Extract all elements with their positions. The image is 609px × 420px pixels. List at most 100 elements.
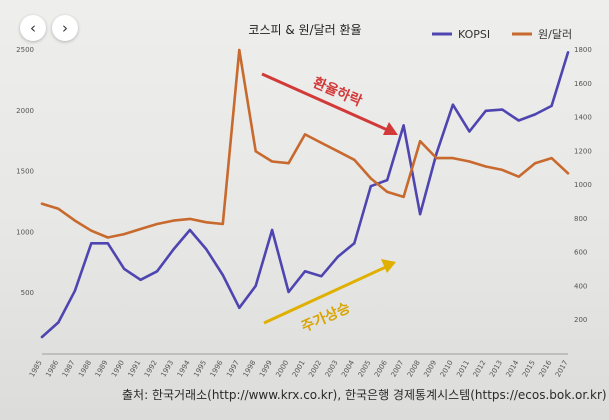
y-left-tick-label: 1000 bbox=[16, 228, 34, 236]
data-point-kopsi bbox=[188, 228, 192, 232]
x-tick-label: 1995 bbox=[192, 359, 208, 378]
y-right-tick-label: 1000 bbox=[574, 181, 592, 189]
x-tick-label: 1992 bbox=[143, 359, 159, 378]
data-point-krw bbox=[517, 175, 520, 178]
data-point-kopsi bbox=[369, 184, 372, 188]
y-right-tick-label: 1400 bbox=[574, 114, 592, 122]
data-point-krw bbox=[533, 161, 537, 165]
annotation-text-rate-decline: 환율하락 bbox=[310, 74, 364, 110]
legend-label-krw: 원/달러 bbox=[538, 28, 572, 41]
data-point-kopsi bbox=[303, 270, 307, 273]
x-tick-label: 2008 bbox=[406, 359, 422, 378]
data-point-krw bbox=[353, 158, 356, 161]
y-right-tick-label: 1200 bbox=[574, 147, 592, 155]
data-point-kopsi bbox=[435, 152, 438, 155]
data-point-krw bbox=[566, 172, 570, 175]
data-point-krw bbox=[501, 168, 504, 172]
data-point-krw bbox=[270, 160, 274, 163]
data-point-kopsi bbox=[238, 306, 241, 309]
data-point-krw bbox=[40, 202, 44, 205]
red-arrow-shaft bbox=[261, 72, 393, 134]
x-tick-label: 2014 bbox=[505, 359, 521, 379]
yellow-arrow-shaft bbox=[263, 264, 389, 325]
data-point-kopsi bbox=[385, 178, 389, 182]
data-point-krw bbox=[73, 219, 77, 222]
data-point-krw bbox=[435, 156, 438, 160]
y-right-tick-label: 200 bbox=[574, 316, 587, 324]
y-left-tick-label: 500 bbox=[21, 289, 34, 297]
x-tick-label: 2001 bbox=[291, 359, 307, 378]
x-tick-label: 2010 bbox=[439, 359, 455, 378]
data-point-kopsi bbox=[254, 284, 257, 288]
data-point-krw bbox=[451, 156, 455, 160]
x-tick-label: 1991 bbox=[127, 359, 143, 378]
prev-arrow-icon[interactable]: ‹ bbox=[20, 15, 46, 41]
data-point-krw bbox=[336, 150, 340, 153]
data-point-krw bbox=[484, 165, 488, 168]
x-tick-label: 2003 bbox=[324, 359, 340, 378]
next-arrow-icon[interactable]: › bbox=[52, 15, 78, 41]
data-point-krw bbox=[139, 227, 142, 231]
data-point-kopsi bbox=[40, 335, 44, 339]
data-point-krw bbox=[303, 133, 307, 136]
data-point-kopsi bbox=[122, 267, 126, 271]
data-point-kopsi bbox=[73, 289, 77, 292]
data-point-kopsi bbox=[320, 274, 323, 278]
y-left-tick-label: 2000 bbox=[16, 107, 34, 115]
data-point-kopsi bbox=[221, 273, 225, 277]
data-point-kopsi bbox=[418, 212, 422, 216]
data-point-krw bbox=[122, 232, 126, 236]
annotation-text-stock-rise: 주가상승 bbox=[299, 300, 353, 336]
data-point-kopsi bbox=[451, 103, 455, 106]
x-tick-label: 1988 bbox=[77, 359, 93, 378]
legend: KOPSI 원/달러 bbox=[432, 28, 572, 41]
x-tick-label: 1987 bbox=[61, 359, 77, 378]
data-point-krw bbox=[385, 190, 389, 194]
y-left-tick-label: 1500 bbox=[16, 168, 34, 176]
red-arrow-head-icon bbox=[383, 122, 398, 135]
y-right-tick-label: 1800 bbox=[574, 46, 592, 54]
y-right-tick-label: 600 bbox=[574, 249, 587, 257]
x-tick-label: 2015 bbox=[521, 359, 537, 378]
x-tick-label: 2012 bbox=[472, 359, 488, 378]
chart-title: 코스피 & 원/달러 환율 bbox=[248, 23, 361, 37]
x-tick-label: 1998 bbox=[242, 359, 258, 378]
data-point-krw bbox=[155, 222, 159, 226]
data-point-krw bbox=[418, 140, 422, 143]
data-point-kopsi bbox=[287, 290, 290, 294]
data-point-kopsi bbox=[90, 242, 93, 245]
yellow-arrow-head-icon bbox=[381, 259, 396, 273]
x-tick-label: 2006 bbox=[373, 359, 389, 379]
data-point-krw bbox=[402, 195, 405, 199]
data-point-kopsi bbox=[106, 242, 109, 245]
data-point-krw bbox=[468, 160, 471, 163]
x-tick-label: 2016 bbox=[537, 359, 553, 379]
legend-label-kopsi: KOPSI bbox=[458, 28, 490, 41]
x-tick-label: 2013 bbox=[488, 359, 504, 378]
data-point-krw bbox=[221, 222, 225, 226]
data-point-krw bbox=[550, 156, 553, 160]
data-point-krw bbox=[287, 161, 290, 165]
x-tick-label: 2007 bbox=[390, 359, 406, 378]
data-point-krw bbox=[172, 219, 175, 222]
y-left-tick-label: 2500 bbox=[16, 46, 34, 54]
data-point-kopsi bbox=[533, 113, 537, 116]
x-tick-label: 1994 bbox=[176, 359, 192, 379]
data-point-krw bbox=[188, 217, 192, 221]
series-line-krw bbox=[40, 48, 570, 239]
x-tick-label: 1986 bbox=[44, 359, 60, 379]
data-point-kopsi bbox=[57, 321, 60, 324]
source-caption: 출처: 한국거래소(http://www.krx.co.kr), 한국은행 경제… bbox=[122, 388, 607, 402]
series-group bbox=[40, 48, 570, 339]
data-point-kopsi bbox=[402, 124, 405, 127]
x-tick-label: 1993 bbox=[159, 359, 175, 378]
x-tick-label: 2017 bbox=[554, 359, 570, 378]
data-point-krw bbox=[254, 150, 257, 153]
data-point-krw bbox=[369, 177, 372, 180]
x-tick-label: 1999 bbox=[258, 359, 274, 378]
x-tick-label: 2002 bbox=[307, 359, 323, 378]
x-tick-label: 1996 bbox=[209, 359, 225, 379]
data-point-kopsi bbox=[336, 255, 340, 258]
